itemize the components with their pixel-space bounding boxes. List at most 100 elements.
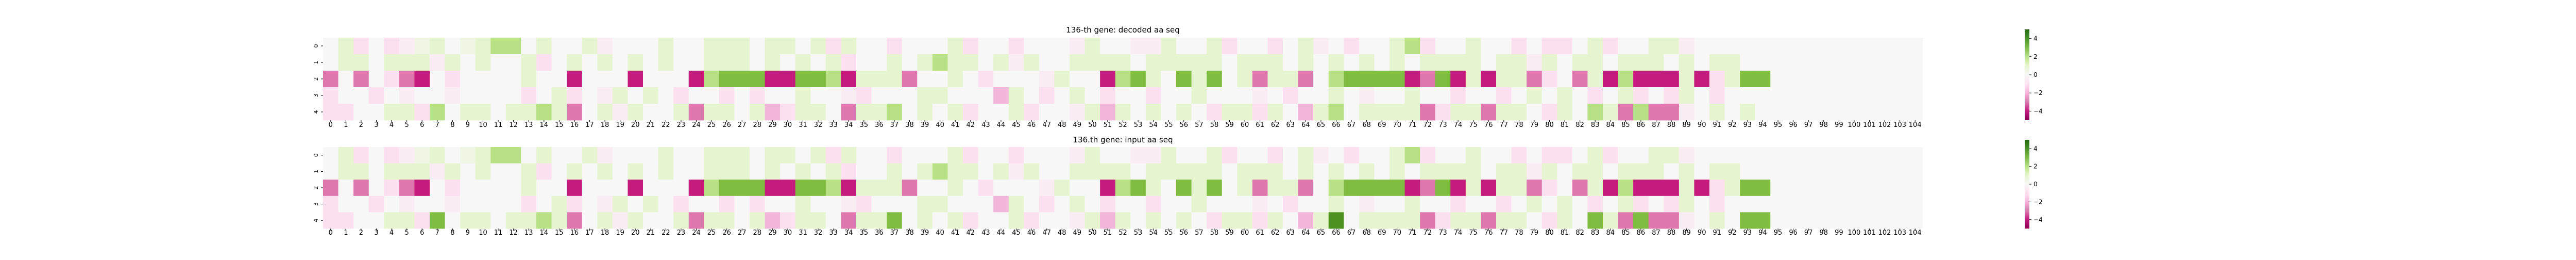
x-tick-label: 75 [1469, 121, 1478, 129]
heatmap-cell [414, 87, 430, 104]
heatmap-cell [963, 163, 978, 180]
heatmap-cell [734, 163, 750, 180]
heatmap-cell [1222, 147, 1238, 164]
heatmap-cell [688, 87, 704, 104]
heatmap-cell [1831, 180, 1847, 197]
heatmap-cell [1039, 180, 1055, 197]
heatmap-cell [1846, 104, 1862, 121]
heatmap-cell [567, 212, 583, 229]
heatmap-cell [1892, 196, 1908, 213]
heatmap-cell [871, 71, 887, 88]
heatmap-cell [1511, 54, 1527, 71]
heatmap-cell [795, 71, 811, 88]
heatmap-cell [1222, 212, 1238, 229]
heatmap-cell [1298, 38, 1314, 55]
heatmap-cell [1664, 104, 1680, 121]
heatmap-cell [490, 38, 506, 55]
heatmap-cell [1511, 87, 1527, 104]
heatmap-cell [1267, 212, 1283, 229]
heatmap-cell [1161, 71, 1177, 88]
heatmap-cell [1587, 54, 1603, 71]
x-tick-label: 20 [631, 121, 640, 129]
x-tick-label: 54 [1149, 121, 1158, 129]
heatmap-cell [704, 87, 720, 104]
heatmap-cell [1770, 87, 1786, 104]
x-tick-label: 26 [722, 121, 731, 129]
heatmap-cell [1770, 38, 1786, 55]
heatmap-cell [1313, 147, 1329, 164]
x-tick-label: 3 [374, 121, 378, 129]
heatmap-cell [1770, 71, 1786, 88]
x-tick-label: 48 [1058, 121, 1066, 129]
heatmap-cell [1328, 147, 1344, 164]
heatmap-cell [597, 163, 613, 180]
heatmap-cell [445, 71, 461, 88]
x-tick-label: 35 [860, 121, 869, 129]
heatmap-cell [1572, 71, 1588, 88]
heatmap-cell [612, 163, 628, 180]
heatmap-cell [567, 87, 583, 104]
heatmap-cell [536, 163, 552, 180]
heatmap-cell [765, 163, 781, 180]
heatmap-cell [597, 54, 613, 71]
heatmap-cell [1024, 163, 1040, 180]
heatmap-cell [490, 54, 506, 71]
x-tick-label: 65 [1317, 229, 1326, 237]
heatmap-cell [795, 104, 811, 121]
heatmap-cell [1572, 104, 1588, 121]
heatmap-cell [1907, 71, 1923, 88]
heatmap-cell [887, 196, 903, 213]
heatmap-cell [1877, 212, 1893, 229]
heatmap-cell [1222, 87, 1238, 104]
heatmap-cell [780, 163, 796, 180]
heatmap-cell [1816, 54, 1832, 71]
heatmap-cell [1344, 180, 1360, 197]
heatmap-cell [1801, 180, 1817, 197]
heatmap-cell [1496, 163, 1512, 180]
x-tick-label: 62 [1271, 121, 1280, 129]
heatmap-cell [1861, 38, 1877, 55]
heatmap-cell [597, 180, 613, 197]
heatmap-cell [841, 212, 857, 229]
heatmap-cell [384, 104, 400, 121]
x-tick-label: 88 [1667, 229, 1676, 237]
heatmap-cell [1054, 196, 1070, 213]
heatmap-cell [1435, 87, 1451, 104]
heatmap-cell [1191, 54, 1207, 71]
x-tick-label: 58 [1210, 121, 1219, 129]
heatmap-cell [978, 147, 994, 164]
colorbar [2025, 140, 2029, 229]
heatmap-cell [963, 71, 978, 88]
x-tick-label: 72 [1423, 121, 1432, 129]
heatmap-cell [841, 163, 857, 180]
x-tick-label: 16 [570, 229, 579, 237]
heatmap-cell [1222, 104, 1238, 121]
heatmap-cell [1435, 38, 1451, 55]
heatmap-cell [1557, 54, 1573, 71]
x-tick-label: 67 [1347, 121, 1356, 129]
heatmap-cell [1861, 147, 1877, 164]
heatmap-cell [1679, 212, 1694, 229]
heatmap-cell [1100, 196, 1116, 213]
heatmap-cell [1145, 212, 1161, 229]
heatmap-cell [917, 54, 933, 71]
heatmap-cell [1709, 104, 1725, 121]
x-tick-label: 3 [374, 229, 378, 237]
heatmap-cell [1603, 180, 1618, 197]
heatmap-cell [1785, 104, 1801, 121]
heatmap-cell [1130, 212, 1146, 229]
y-tick-label: 1 [313, 170, 319, 173]
heatmap-cell [490, 196, 506, 213]
heatmap-cell [1557, 147, 1573, 164]
heatmap-cell [856, 104, 872, 121]
heatmap-cell [1496, 104, 1512, 121]
x-tick-label: 1 [344, 229, 348, 237]
x-tick-label: 41 [951, 121, 960, 129]
x-tick-label: 50 [1088, 121, 1097, 129]
heatmap-cell [490, 212, 506, 229]
heatmap-cell [1298, 104, 1314, 121]
heatmap-cell [658, 54, 674, 71]
heatmap-cell [856, 147, 872, 164]
heatmap-cell [338, 180, 354, 197]
heatmap-cell [353, 71, 369, 88]
